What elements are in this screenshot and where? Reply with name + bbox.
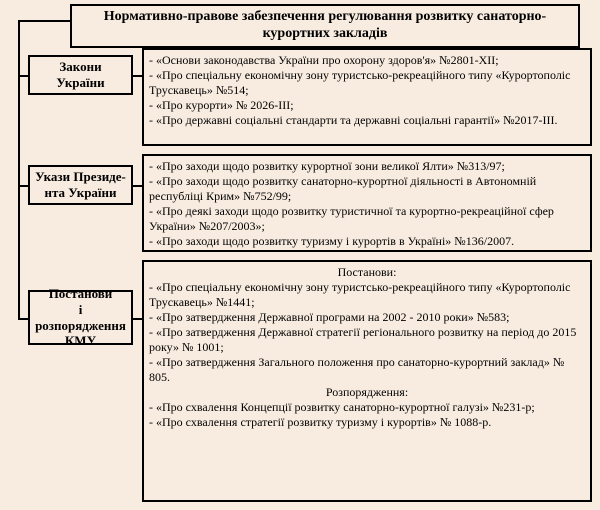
row1-trunk-connector <box>18 75 28 77</box>
law-item: - «Основи законодавства України про охор… <box>149 53 585 68</box>
resolution-item: - «Про затвердження Державної стратегії … <box>149 325 585 355</box>
category-label: Укази Президе- <box>34 169 127 185</box>
law-item: - «Про спеціальну економічну зону турист… <box>149 68 585 98</box>
law-item: - «Про курорти» № 2026-III; <box>149 98 585 113</box>
category-label: нта України <box>34 185 127 201</box>
order-item: - «Про схвалення стратегії розвитку тури… <box>149 415 585 430</box>
resolution-item: - «Про затвердження Державної програми н… <box>149 310 585 325</box>
decree-item: - «Про заходи щодо розвитку санаторно-ку… <box>149 174 585 204</box>
diagram-header: Нормативно-правове забезпечення регулюва… <box>70 4 580 48</box>
content-decrees: - «Про заходи щодо розвитку курортної зо… <box>142 154 592 252</box>
decree-item: - «Про заходи щодо розвитку туризму і ку… <box>149 234 585 249</box>
subheading-resolutions: Постанови: <box>149 265 585 280</box>
row3-link <box>133 318 142 320</box>
resolution-item: - «Про затвердження Загального положення… <box>149 355 585 385</box>
decree-item: - «Про заходи щодо розвитку курортної зо… <box>149 159 585 174</box>
category-resolutions: Постанови і розпорядження КМУ <box>28 290 133 345</box>
decree-item: - «Про деякі заходи щодо розвитку турист… <box>149 204 585 234</box>
row2-trunk-connector <box>18 185 28 187</box>
content-resolutions: Постанови: - «Про спеціальну економічну … <box>142 260 592 502</box>
row1-link <box>133 75 142 77</box>
category-laws: Закони України <box>28 55 133 95</box>
resolution-item: - «Про спеціальну економічну зону турист… <box>149 280 585 310</box>
order-item: - «Про схвалення Концепції розвитку сана… <box>149 400 585 415</box>
category-label: КМУ <box>34 333 127 349</box>
row2-link <box>133 185 142 187</box>
category-label: Постанови <box>34 286 127 302</box>
content-laws: - «Основи законодавства України про охор… <box>142 48 592 146</box>
subheading-orders: Розпорядження: <box>149 385 585 400</box>
category-label: України <box>34 75 127 91</box>
trunk-line <box>18 20 20 320</box>
category-decrees: Укази Президе- нта України <box>28 165 133 205</box>
category-label: Закони <box>34 59 127 75</box>
row3-trunk-connector <box>18 318 28 320</box>
header-connector <box>18 20 70 22</box>
category-label: і розпорядження <box>34 302 127 333</box>
law-item: - «Про державні соціальні стандарти та д… <box>149 113 585 128</box>
